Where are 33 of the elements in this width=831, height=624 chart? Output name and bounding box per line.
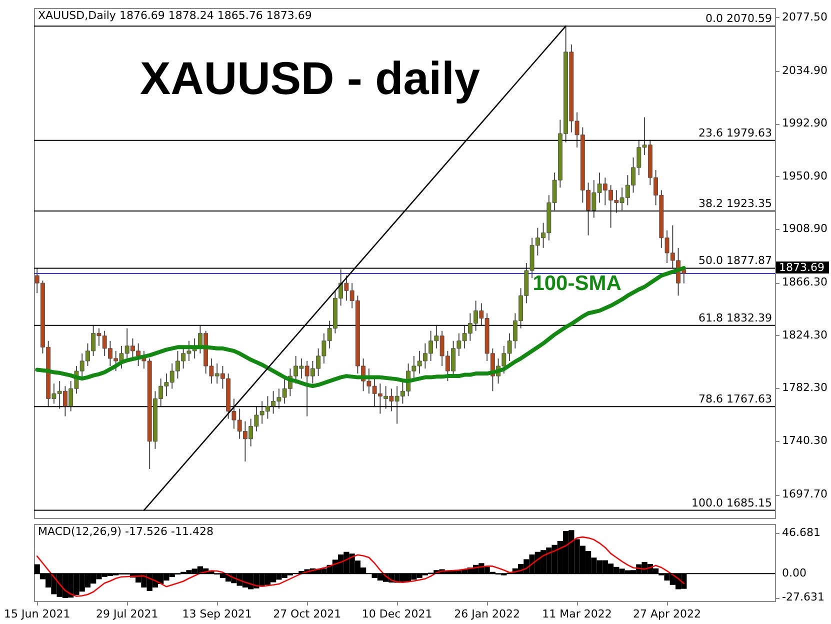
y-tick-label: 1950.90: [782, 169, 828, 182]
ref-line-label: 38.2 1923.35: [698, 197, 772, 210]
x-tick-label: 15 Jun 2021: [4, 608, 70, 620]
ref-line-label: 100.0 1685.15: [692, 496, 772, 510]
x-tick-label: 27 Apr 2022: [633, 608, 702, 620]
chart-title: MACD(12,26,9) -17.526 -11.428: [38, 525, 214, 538]
y-tick-label: 1697.70: [782, 488, 828, 501]
y-tick-label: 0.00: [782, 566, 806, 580]
ref-line-label: 0.0 2070.59: [706, 12, 772, 26]
y-tick-label: 2077.50: [782, 10, 828, 24]
annotation: XAUUSD - daily: [140, 52, 480, 104]
y-tick-label: 1908.90: [782, 222, 828, 236]
x-tick-label: 10 Dec 2021: [362, 608, 432, 620]
ref-line-label: 78.6 1767.63: [698, 392, 772, 406]
y-tick-label: 1866.30: [782, 276, 828, 289]
ref-line-label: 50.0 1877.87: [698, 254, 772, 268]
x-tick-label: 27 Oct 2021: [273, 608, 342, 620]
x-tick-label: 26 Jan 2022: [454, 608, 520, 620]
x-tick-label: 29 Jul 2021: [96, 608, 158, 620]
x-tick-label: 11 Mar 2022: [542, 608, 612, 620]
ref-line-label: 1873.69: [779, 260, 824, 274]
y-tick-label: 1992.90: [782, 116, 828, 130]
y-tick-label: 2034.90: [782, 64, 828, 77]
series-label: 100-SMA: [532, 272, 622, 296]
y-tick-label: -27.631: [782, 590, 824, 604]
y-tick-label: 1782.30: [782, 381, 828, 394]
ref-line-label: 23.6 1979.63: [698, 126, 772, 140]
y-tick-label: 1824.30: [782, 328, 828, 342]
x-tick-label: 13 Sep 2021: [182, 608, 252, 620]
chart-title: XAUUSD,Daily 1876.69 1878.24 1865.76 1873.69: [38, 9, 312, 22]
ref-line-label: 61.8 1832.39: [698, 311, 772, 324]
y-tick-label: 46.681: [782, 526, 820, 539]
y-tick-label: 1740.30: [782, 434, 828, 447]
